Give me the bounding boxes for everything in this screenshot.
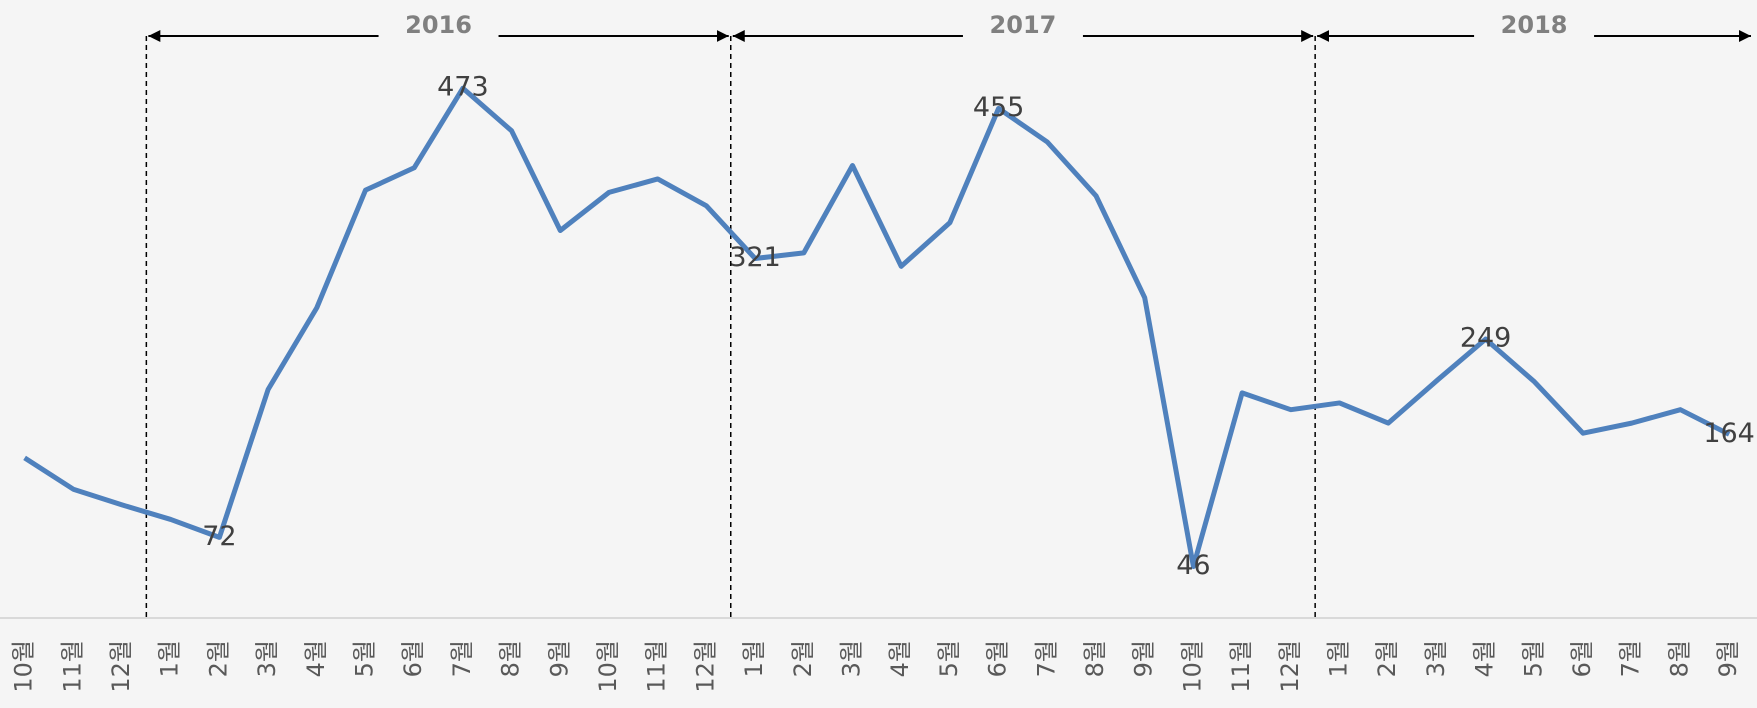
x-tick-label: 8월 — [1081, 640, 1109, 677]
x-tick-label: 10월 — [10, 640, 38, 693]
x-tick-label: 11월 — [58, 640, 86, 693]
x-tick-label: 9월 — [1130, 640, 1158, 677]
x-tick-label: 6월 — [1568, 640, 1596, 677]
data-line — [23, 85, 1731, 569]
x-tick-label: 2월 — [1373, 640, 1401, 677]
x-tick-label: 1월 — [740, 640, 768, 677]
data-label: 473 — [437, 72, 489, 103]
x-tick-label: 8월 — [1665, 640, 1693, 677]
x-tick-label: 2월 — [204, 640, 232, 677]
x-tick-label: 4월 — [302, 640, 330, 677]
x-tick-label: 6월 — [984, 640, 1012, 677]
x-tick-label: 2월 — [789, 640, 817, 677]
x-tick-label: 6월 — [399, 640, 427, 677]
x-tick-label: 5월 — [351, 640, 379, 677]
x-tick-label: 9월 — [545, 640, 573, 677]
x-tick-label: 4월 — [1471, 640, 1499, 677]
x-tick-label: 11월 — [643, 640, 671, 693]
x-tick-label: 3월 — [838, 640, 866, 677]
x-tick-label: 12월 — [107, 640, 135, 693]
x-tick-label: 4월 — [886, 640, 914, 677]
x-tick-label: 7월 — [448, 640, 476, 677]
data-label: 46 — [1176, 550, 1210, 581]
data-label: 321 — [729, 242, 781, 273]
x-tick-label: 1월 — [1325, 640, 1353, 677]
year-label: 2016 — [405, 11, 472, 39]
x-tick-label: 8월 — [497, 640, 525, 677]
x-tick-label: 5월 — [935, 640, 963, 677]
data-label: 164 — [1703, 418, 1755, 449]
x-tick-label: 12월 — [691, 640, 719, 693]
data-label: 249 — [1460, 323, 1512, 354]
x-tick-label: 11월 — [1227, 640, 1255, 693]
x-tick-label: 3월 — [253, 640, 281, 677]
x-tick-label: 12월 — [1276, 640, 1304, 693]
x-tick-label: 1월 — [156, 640, 184, 677]
x-tick-label: 10월 — [1178, 640, 1206, 693]
x-tick-label: 7월 — [1617, 640, 1645, 677]
x-tick-label: 5월 — [1519, 640, 1547, 677]
data-label: 455 — [973, 92, 1025, 123]
x-tick-label: 10월 — [594, 640, 622, 693]
x-tick-label: 7월 — [1032, 640, 1060, 677]
data-label: 72 — [202, 521, 236, 552]
year-label: 2017 — [990, 11, 1057, 39]
x-tick-label: 3월 — [1422, 640, 1450, 677]
x-tick-label: 9월 — [1714, 640, 1742, 677]
year-label: 2018 — [1501, 11, 1568, 39]
